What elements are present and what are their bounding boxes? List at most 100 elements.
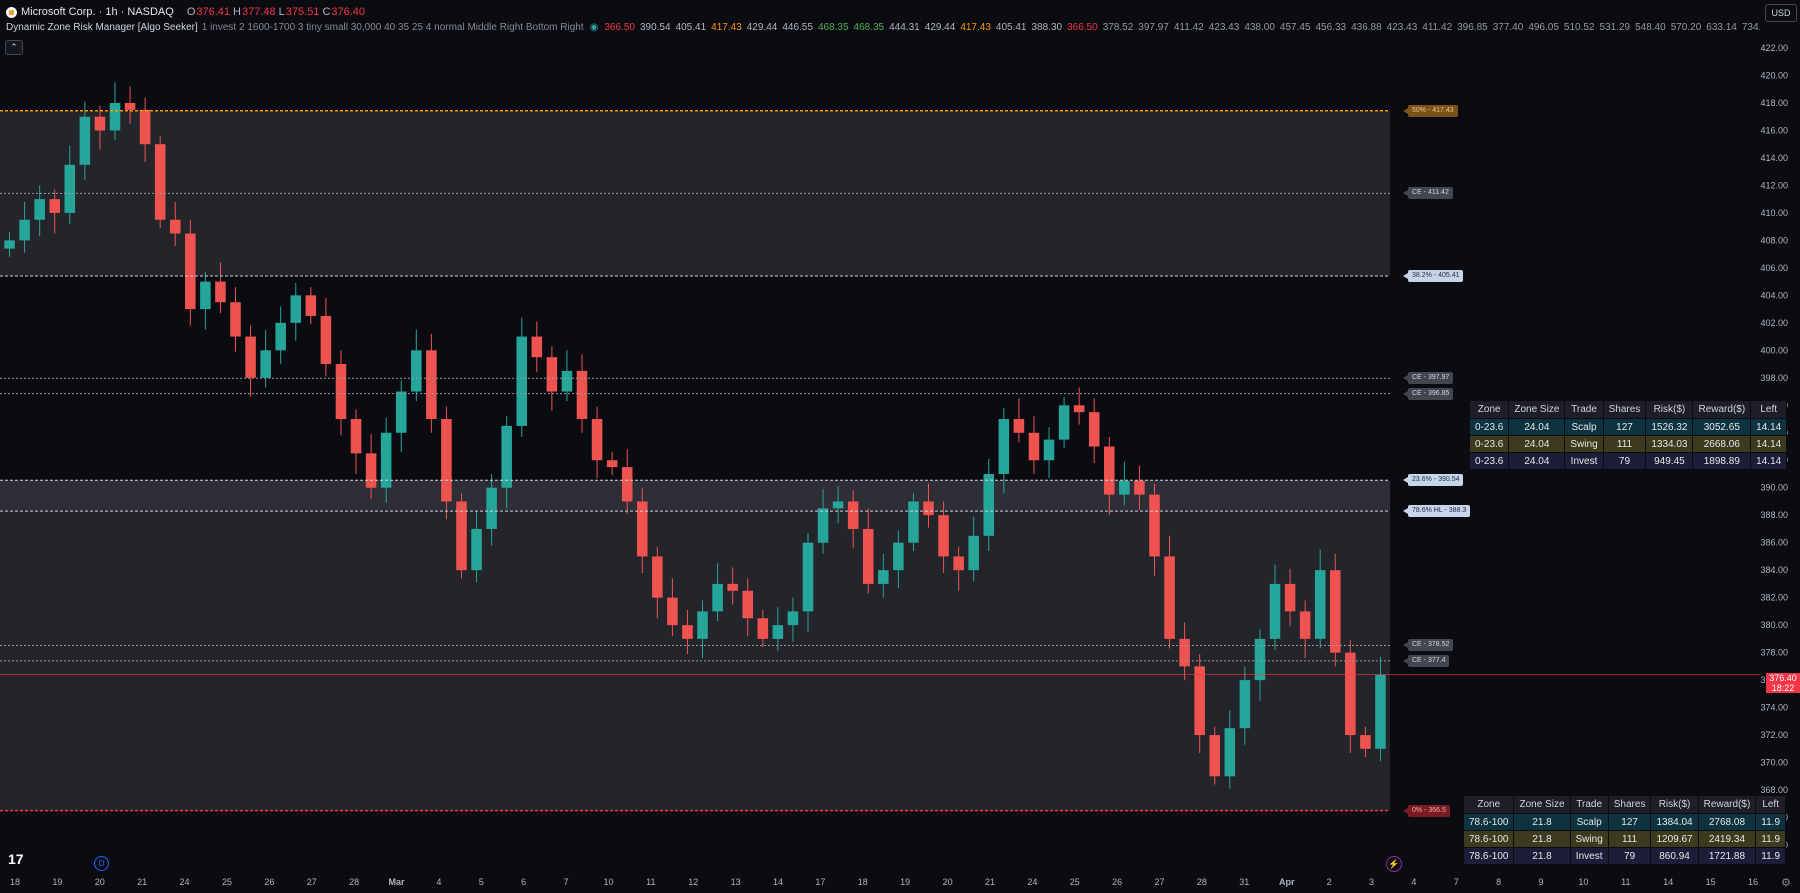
indicator-value: 377.40: [1492, 22, 1524, 33]
column-header: Zone Size: [1508, 400, 1566, 419]
table-cell: 0-23.6: [1468, 435, 1510, 453]
time-tick-label: 24: [180, 877, 190, 887]
candle-body: [621, 467, 633, 502]
candle-body: [365, 453, 377, 488]
indicator-value: 468.35: [853, 22, 885, 33]
indicator-value: 388.30: [1031, 22, 1063, 33]
indicator-value: 429.44: [924, 22, 956, 33]
price-tick-label: 402.00: [1760, 318, 1788, 328]
symbol-logo-icon: [6, 6, 17, 18]
candle-body: [335, 364, 347, 420]
symbol-title[interactable]: Microsoft Corp. · 1h · NASDAQ: [21, 6, 174, 18]
ohlc-open-label: O: [186, 6, 196, 18]
price-tick-label: 390.00: [1760, 483, 1788, 493]
candle-body: [1028, 432, 1040, 461]
indicator-value: 548.40: [1635, 22, 1666, 33]
table-cell: Scalp: [1564, 418, 1604, 436]
indicator-value: 438.00: [1244, 22, 1275, 33]
table-cell: 127: [1602, 418, 1647, 436]
price-tick-label: 418.00: [1760, 98, 1788, 108]
table-cell: Swing: [1569, 830, 1609, 848]
price-tick-label: 398.00: [1760, 373, 1788, 383]
candles: [4, 82, 1386, 789]
visibility-eye-icon[interactable]: ◉: [589, 22, 599, 33]
indicator-legend[interactable]: Dynamic Zone Risk Manager [Algo Seeker] …: [6, 22, 1760, 33]
candle-body: [501, 425, 512, 488]
candle-body: [1345, 652, 1356, 736]
table-cell: 2668.06: [1692, 435, 1752, 453]
table-cell: 1526.32: [1645, 418, 1694, 436]
time-tick-label: 26: [1112, 877, 1122, 887]
time-axis-settings-icon[interactable]: ⚙: [1781, 877, 1791, 889]
candle-body: [938, 515, 949, 557]
candle-body: [124, 102, 136, 110]
candle-body: [908, 501, 919, 543]
fib-level-label: CE - 377.4: [1402, 654, 1450, 667]
time-tick-label: 12: [688, 877, 698, 887]
time-tick-label: 31: [1239, 877, 1249, 887]
candle-body: [1284, 583, 1296, 612]
last-price-value: 376.40: [1769, 673, 1797, 683]
candle-body: [772, 625, 784, 639]
candle-body: [185, 233, 196, 310]
time-tick-label: 4: [1411, 877, 1416, 887]
price-tick-label: 370.00: [1760, 758, 1788, 768]
candle-body: [1254, 638, 1266, 681]
table-header-row: Zone Zone Size Trade Shares Risk($) Reward($)…: [1468, 400, 1788, 419]
time-tick-label: 19: [52, 877, 62, 887]
time-tick-label: 27: [307, 877, 317, 887]
table-cell: 79: [1607, 847, 1652, 865]
candle-body: [742, 590, 754, 619]
candle-body: [576, 370, 588, 420]
candle-body: [697, 611, 708, 639]
time-tick-label: 28: [349, 877, 359, 887]
column-header: Reward($): [1697, 795, 1757, 814]
time-axis[interactable]: 18 19 20 21 24 25 26 27 28 Mar 4 5 6 7 10 11 12 13 14 17 18 1…: [10, 877, 1758, 887]
zone-fill-upper: [0, 110, 1390, 276]
candle-body: [712, 583, 723, 612]
candle-body: [441, 419, 452, 502]
table-cell: 2419.34: [1697, 830, 1757, 848]
time-tick-label: 21: [985, 877, 995, 887]
tradingview-logo[interactable]: 17: [8, 851, 24, 867]
ohlc-low-value: 375.51: [285, 6, 320, 18]
candle-body: [998, 419, 1010, 474]
fib-level-label-text: 0% - 366.5: [1412, 806, 1446, 814]
replay-icon[interactable]: ⚡: [1386, 856, 1402, 872]
fib-level-label-text: CE - 396.85: [1412, 389, 1450, 397]
column-header: Trade: [1569, 795, 1609, 814]
candle-body: [305, 295, 317, 316]
price-tick-label: 386.00: [1760, 538, 1788, 548]
indicator-value: 366.50: [604, 22, 635, 33]
candle-body: [1224, 728, 1236, 777]
table-cell: 24.04: [1508, 418, 1566, 436]
indicator-value: 390.54: [639, 22, 671, 33]
candle-body: [1360, 735, 1371, 749]
time-tick-label: 7: [1454, 877, 1459, 887]
price-tick-label: 384.00: [1760, 565, 1788, 575]
table-cell: 11.9: [1755, 813, 1787, 831]
candle-body: [109, 102, 121, 131]
indicator-value: 531.29: [1599, 22, 1631, 33]
candle-body: [1119, 480, 1130, 495]
indicator-name[interactable]: Dynamic Zone Risk Manager [Algo Seeker]: [6, 22, 198, 33]
dividend-badge-icon[interactable]: D: [94, 856, 109, 871]
time-tick-label: 26: [264, 877, 274, 887]
collapse-legend-button[interactable]: ⌃: [5, 40, 23, 55]
price-tick-label: 416.00: [1760, 125, 1788, 135]
indicator-value: 417.43: [711, 22, 742, 33]
currency-selector[interactable]: USD: [1765, 4, 1797, 22]
candle-body: [968, 535, 979, 571]
candle-body: [531, 336, 543, 358]
table-cell: 1209.67: [1650, 830, 1699, 848]
indicator-value: 457.45: [1279, 22, 1311, 33]
table-row: 0-23.6 24.04 Scalp 127 1526.32 3052.65 14.14: [1468, 418, 1788, 436]
candle-body: [682, 625, 693, 639]
time-tick-label: 20: [95, 877, 105, 887]
table-cell: 111: [1602, 435, 1647, 453]
candle-body: [275, 322, 286, 351]
time-tick-label: 14: [1663, 877, 1673, 887]
fib-level-label: 50% - 417.43: [1403, 104, 1458, 117]
